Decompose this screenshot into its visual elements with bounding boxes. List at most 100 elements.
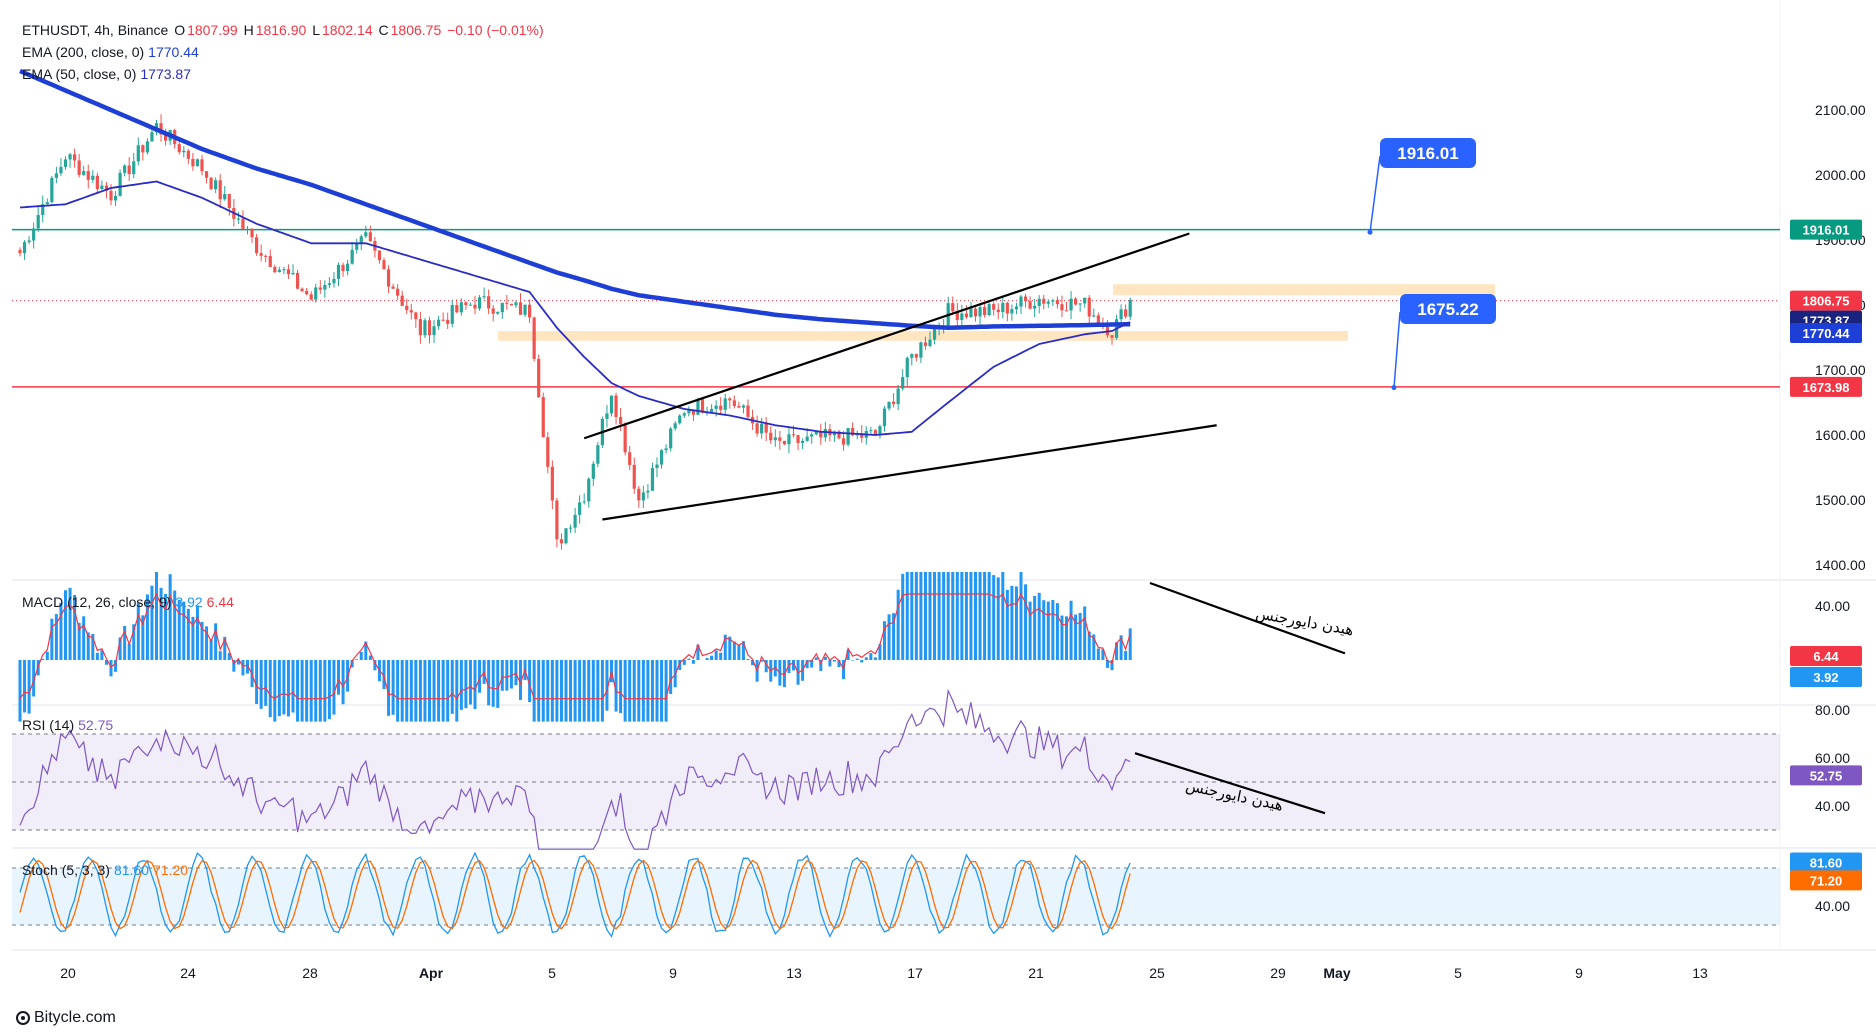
candle-body: [973, 308, 978, 317]
candle-body: [932, 328, 937, 340]
candle-body: [418, 319, 422, 336]
candle-body: [791, 434, 796, 436]
macd-bar: [983, 572, 987, 660]
macd-bar: [1105, 660, 1109, 668]
candle-body: [728, 398, 732, 401]
ema50-legend[interactable]: EMA (50, close, 0) 1773.87: [22, 66, 191, 82]
ema200-value: 1770.44: [148, 44, 199, 60]
macd-bar: [1115, 642, 1119, 660]
candle-body: [823, 429, 827, 438]
stoch-band: [12, 868, 1780, 925]
stoch-legend[interactable]: Stoch (5, 3, 3) 81.60 71.20: [22, 862, 189, 878]
macd-bar: [186, 608, 190, 660]
candle-body: [769, 432, 773, 441]
candle-body: [1019, 296, 1023, 307]
macd-tick: 40.00: [1815, 598, 1850, 614]
badge-support-bg: [1790, 376, 1862, 397]
candle-body: [250, 228, 254, 238]
macd-bar: [587, 660, 591, 722]
candle-body: [277, 269, 281, 273]
price-tick: 1700.00: [1815, 362, 1866, 378]
candle-body: [664, 448, 668, 451]
candle-body: [145, 141, 149, 153]
brand-name: Bitycle.com: [34, 1009, 116, 1026]
macd-bar: [746, 658, 750, 660]
stoch-d-line: [19, 859, 1131, 930]
candle-body: [36, 215, 40, 229]
candle-body: [1124, 309, 1128, 317]
macd-legend[interactable]: MACD (12, 26, close, 9) 3.92 6.44: [22, 594, 234, 610]
candle-body: [227, 194, 231, 209]
macd-bar: [532, 660, 536, 722]
macd-bar: [773, 660, 777, 677]
candle-body: [396, 288, 400, 296]
macd-bar: [118, 637, 122, 660]
stoch-tick: 40.00: [1815, 898, 1850, 914]
candle-body: [1046, 301, 1050, 304]
macd-bar: [68, 587, 72, 660]
candle-body: [628, 452, 632, 465]
price-pane[interactable]: 1916.01 1675.22: [12, 68, 1780, 550]
candle-body: [546, 437, 550, 467]
candle-body: [164, 134, 168, 141]
candle-body: [518, 302, 523, 315]
macd-bar: [960, 572, 964, 660]
macd-bar: [637, 660, 641, 722]
macd-divergence-line: [1149, 581, 1346, 655]
macd-bar: [359, 651, 363, 660]
macd-bar: [901, 573, 905, 660]
candle-body: [992, 304, 996, 310]
candle-body: [532, 317, 536, 359]
callout-lower-label: 1675.22: [1417, 300, 1478, 319]
macd-bar: [1033, 595, 1037, 660]
candle-body: [355, 243, 359, 250]
candle-body: [359, 236, 363, 244]
macd-bar: [505, 660, 509, 691]
candle-body: [1128, 299, 1132, 317]
macd-bar: [892, 613, 896, 660]
candle-body: [1042, 298, 1046, 304]
candle-body: [382, 260, 386, 270]
ema200-legend[interactable]: EMA (200, close, 0) 1770.44: [22, 44, 199, 60]
candle-body: [596, 445, 600, 464]
macd-bar: [887, 614, 891, 660]
macd-bar: [1124, 651, 1128, 660]
open-value: 1807.99: [187, 22, 238, 38]
rsi-pane[interactable]: هیدن دایورجنس: [12, 688, 1780, 850]
macd-bar: [814, 657, 818, 660]
macd-bar: [964, 572, 968, 660]
macd-bar: [714, 650, 718, 660]
candle-body: [851, 428, 855, 436]
macd-bar: [200, 621, 204, 660]
candle-body: [27, 240, 31, 243]
macd-bar: [650, 660, 654, 722]
macd-bar: [127, 643, 131, 660]
rsi-tick: 80.00: [1815, 702, 1850, 718]
candle-body: [91, 175, 95, 180]
badge-last-price-bg: [1790, 290, 1862, 311]
macd-bar: [314, 660, 318, 722]
candle-body: [564, 528, 568, 544]
macd-bar: [327, 660, 331, 720]
macd-bar: [373, 660, 377, 671]
candle-body: [910, 354, 914, 358]
badge-last-price: 1806.75: [1803, 294, 1850, 309]
upper-trendline: [583, 232, 1190, 440]
candle-body: [150, 132, 154, 142]
stoch-pane[interactable]: [12, 851, 1780, 938]
macd-bar: [737, 645, 741, 660]
macd-bar: [441, 660, 445, 722]
rsi-legend[interactable]: RSI (14) 52.75: [22, 717, 114, 733]
axes: 2100.002000.001900.001800.001700.001600.…: [60, 102, 1866, 981]
candle-body: [955, 311, 959, 320]
macd-bar: [291, 660, 295, 713]
macd-bar: [132, 624, 136, 660]
macd-bar: [974, 572, 977, 660]
macd-bar: [177, 599, 181, 660]
macd-bar: [905, 572, 909, 660]
candle-body: [587, 478, 591, 502]
candle-body: [1083, 297, 1087, 304]
macd-bar: [914, 572, 918, 660]
price-tick: 2000.00: [1815, 167, 1866, 183]
